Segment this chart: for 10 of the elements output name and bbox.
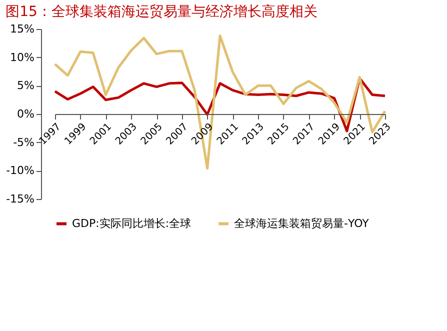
y-tick-label: 10%	[10, 50, 34, 64]
chart-title: 图15：全球集装箱海运贸易量与经济增长高度相关	[6, 4, 318, 20]
legend-label: 全球海运集装箱贸易量-YOY	[234, 216, 370, 230]
legend-label: GDP:实际同比增长:全球	[72, 216, 192, 230]
y-tick-label: -10%	[6, 164, 34, 178]
y-tick-label: 15%	[10, 22, 34, 36]
y-tick-label: -5%	[13, 136, 34, 149]
y-tick-label: -15%	[6, 192, 34, 206]
y-tick-label: 5%	[17, 79, 34, 92]
y-tick-label: 0%	[17, 108, 34, 120]
